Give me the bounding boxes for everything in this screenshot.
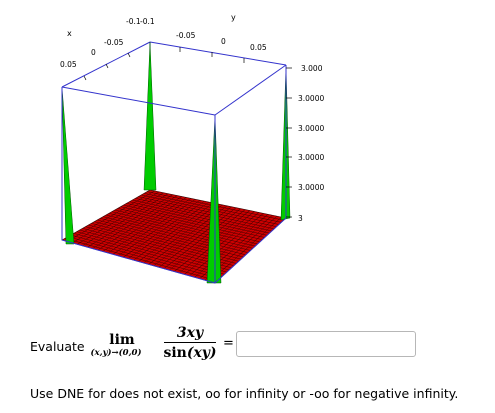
y-tick-label: -0.05 (176, 31, 196, 40)
mesh-line (189, 213, 264, 277)
y-tick-label: 0.05 (250, 43, 267, 52)
z-tick-label: 3.000 (301, 64, 323, 73)
plot-box-front (61, 64, 287, 284)
instructions-text: Use DNE for does not exist, oo for infin… (30, 386, 459, 401)
plot-box-back (61, 41, 287, 190)
x-tick-label: -0.1 (126, 17, 141, 26)
y-tick-label: 0 (221, 37, 226, 46)
x-tick-label: -0.05 (104, 38, 124, 47)
x-axis-label: x (67, 29, 72, 38)
denominator-fn: sin (163, 345, 187, 361)
y-tick-label: -0.1 (140, 17, 155, 26)
spike-left (61, 86, 75, 245)
x-tick-label: 0 (91, 48, 96, 57)
limit-operator: lim (x,y)→(0,0) (91, 332, 152, 358)
surface-plot: x y 0.05 0 -0.05 -0.1 -0.1 -0.05 0 0.05 … (60, 13, 324, 284)
denominator: sin(xy) (162, 343, 218, 363)
evaluate-label: Evaluate (30, 339, 85, 354)
spike-front (206, 114, 222, 284)
fraction-bar (164, 342, 216, 343)
z-tick-label: 3 (298, 214, 303, 223)
answer-input[interactable] (236, 331, 416, 357)
mesh-line (138, 196, 277, 227)
spike-back (143, 41, 157, 191)
z-tick-label: 3.0000 (298, 183, 324, 192)
y-axis-label: y (231, 13, 236, 22)
denominator-arg: (xy) (186, 345, 217, 361)
mesh-line (141, 194, 279, 225)
z-tick-label: 3.0000 (298, 94, 324, 103)
limit-problem: Evaluate lim (x,y)→(0,0) 3xy sin(xy) = (30, 322, 430, 372)
mesh-line (209, 216, 282, 282)
surface-mesh (61, 189, 287, 284)
lim-word: lim (109, 332, 135, 348)
lim-subscript: (x,y)→(0,0) (90, 348, 142, 358)
numerator: 3xy (176, 325, 204, 341)
fraction: 3xy sin(xy) (162, 324, 218, 363)
mesh-line (194, 214, 269, 278)
z-tick-label: 3.0000 (298, 124, 324, 133)
equals-sign: = (223, 336, 234, 351)
z-tick-label: 3.0000 (298, 153, 324, 162)
x-tick-label: 0.05 (60, 60, 77, 69)
